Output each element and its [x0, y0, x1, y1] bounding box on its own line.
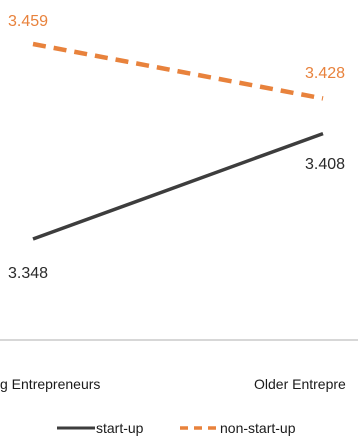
- category-label-young-entrepreneurs: g Entrepreneurs: [0, 376, 100, 392]
- series-line-non-start-up: [32, 41, 324, 101]
- plot-area: 3.348 3.408 3.459 3.428: [8, 13, 345, 282]
- category-label-older-entrepreneurs: Older Entrepre: [254, 376, 346, 392]
- data-label-layer: 3.348 3.408 3.459 3.428: [8, 13, 345, 282]
- legend-label-start-up: start-up: [96, 420, 144, 436]
- data-label-start-up-young-entrepreneurs: 3.348: [8, 265, 48, 282]
- legend-label-non-start-up: non-start-up: [220, 420, 296, 436]
- data-label-non-start-up-older-entrepreneurs: 3.428: [305, 65, 345, 82]
- data-label-start-up-older-entrepreneurs: 3.408: [305, 156, 345, 173]
- category-labels: g Entrepreneurs Older Entrepre: [0, 376, 346, 392]
- series-layer: [32, 41, 324, 241]
- data-label-non-start-up-young-entrepreneurs: 3.459: [8, 13, 48, 30]
- series-line-start-up: [32, 131, 324, 241]
- legend-item-start-up: start-up: [57, 420, 144, 436]
- legend: start-up non-start-up: [57, 420, 296, 436]
- legend-item-non-start-up: non-start-up: [180, 420, 296, 436]
